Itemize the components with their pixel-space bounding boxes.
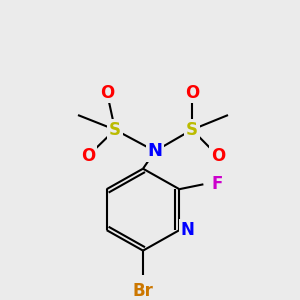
Text: O: O xyxy=(100,84,114,102)
Text: N: N xyxy=(148,142,163,160)
Text: S: S xyxy=(186,121,198,139)
Text: O: O xyxy=(211,147,225,165)
Text: N: N xyxy=(180,221,194,239)
Text: S: S xyxy=(109,121,121,139)
Text: Br: Br xyxy=(133,282,153,300)
Text: O: O xyxy=(185,84,199,102)
Text: O: O xyxy=(81,147,95,165)
Text: F: F xyxy=(212,175,223,193)
